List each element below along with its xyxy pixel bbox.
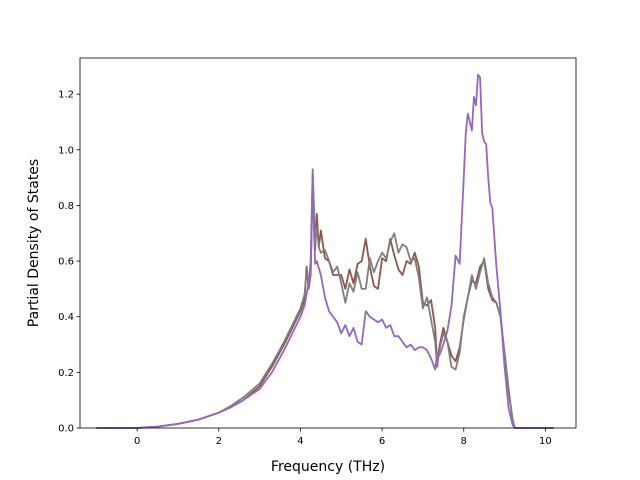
- series-line-0: [96, 182, 554, 429]
- x-tick-label: 8: [461, 436, 467, 447]
- y-tick-label: 0.6: [58, 257, 74, 268]
- y-tick-label: 0.0: [58, 424, 74, 435]
- y-axis-label: Partial Density of States: [26, 159, 42, 327]
- x-axis-label: Frequency (THz): [271, 459, 385, 475]
- y-tick-label: 1.0: [58, 145, 74, 156]
- y-tick-label: 0.8: [58, 201, 74, 212]
- y-tick-label: 1.2: [58, 90, 74, 101]
- x-tick-label: 10: [539, 436, 552, 447]
- y-tick-label: 0.4: [58, 312, 74, 323]
- series-layer: [96, 73, 554, 429]
- x-tick-label: 0: [134, 436, 140, 447]
- plot-frame: [79, 57, 577, 429]
- x-axis: 0 2 4 6 8 10: [134, 428, 552, 447]
- series-line-2: [96, 73, 554, 429]
- x-tick-label: 6: [379, 436, 385, 447]
- series-line-1: [96, 168, 554, 429]
- x-tick-label: 4: [297, 436, 303, 447]
- x-tick-label: 2: [216, 436, 222, 447]
- y-axis: 0.0 0.2 0.4 0.6 0.8 1.0 1.2: [58, 90, 80, 435]
- y-tick-label: 0.2: [58, 368, 74, 379]
